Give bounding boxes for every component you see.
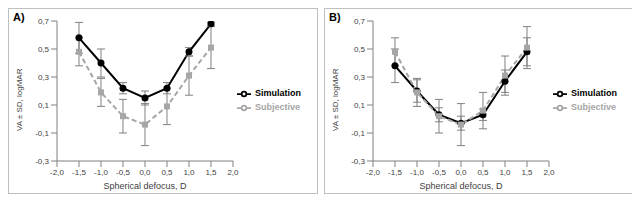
- svg-text:Spherical defocus, D: Spherical defocus, D: [419, 181, 503, 191]
- svg-text:1,0: 1,0: [499, 168, 511, 177]
- svg-text:1,5: 1,5: [205, 168, 217, 177]
- svg-text:0,0: 0,0: [455, 168, 467, 177]
- svg-text:-0,3: -0,3: [35, 157, 49, 166]
- svg-text:0,5: 0,5: [477, 168, 489, 177]
- svg-text:0,3: 0,3: [38, 73, 50, 82]
- svg-text:VA ± SD, logMAR: VA ± SD, logMAR: [331, 68, 340, 131]
- html-text:Subjective: Subjective: [255, 102, 300, 113]
- html-text:Simulation: Simulation: [255, 88, 301, 99]
- svg-text:0,7: 0,7: [38, 17, 50, 26]
- html-text:Simulation: Simulation: [571, 88, 617, 99]
- svg-text:1,0: 1,0: [183, 168, 195, 177]
- svg-text:2,0: 2,0: [543, 168, 555, 177]
- svg-text:-0,3: -0,3: [351, 157, 365, 166]
- svg-text:0,3: 0,3: [354, 73, 366, 82]
- svg-text:0,5: 0,5: [354, 45, 366, 54]
- svg-text:-0,5: -0,5: [432, 168, 446, 177]
- svg-text:-2,0: -2,0: [366, 168, 380, 177]
- svg-text:-1,0: -1,0: [94, 168, 108, 177]
- html-text:Subjective: Subjective: [571, 102, 616, 113]
- svg-text:0,1: 0,1: [354, 101, 366, 110]
- svg-text:1,5: 1,5: [521, 168, 533, 177]
- svg-text:0,5: 0,5: [161, 168, 173, 177]
- svg-text:-1,5: -1,5: [72, 168, 86, 177]
- svg-text:Spherical defocus, D: Spherical defocus, D: [103, 181, 187, 191]
- svg-text:-1,5: -1,5: [388, 168, 402, 177]
- svg-text:-1,0: -1,0: [410, 168, 424, 177]
- svg-text:0,7: 0,7: [354, 17, 366, 26]
- svg-text:-0,1: -0,1: [35, 129, 49, 138]
- svg-text:0,5: 0,5: [38, 45, 50, 54]
- svg-text:-2,0: -2,0: [50, 168, 64, 177]
- html-text:A): A): [13, 11, 25, 23]
- svg-text:0,0: 0,0: [139, 168, 151, 177]
- svg-text:2,0: 2,0: [227, 168, 239, 177]
- svg-text:0,1: 0,1: [38, 101, 50, 110]
- svg-text:VA ± SD, logMAR: VA ± SD, logMAR: [15, 68, 24, 131]
- svg-text:-0,5: -0,5: [116, 168, 130, 177]
- html-text:B): B): [329, 11, 341, 23]
- svg-text:-0,1: -0,1: [351, 129, 365, 138]
